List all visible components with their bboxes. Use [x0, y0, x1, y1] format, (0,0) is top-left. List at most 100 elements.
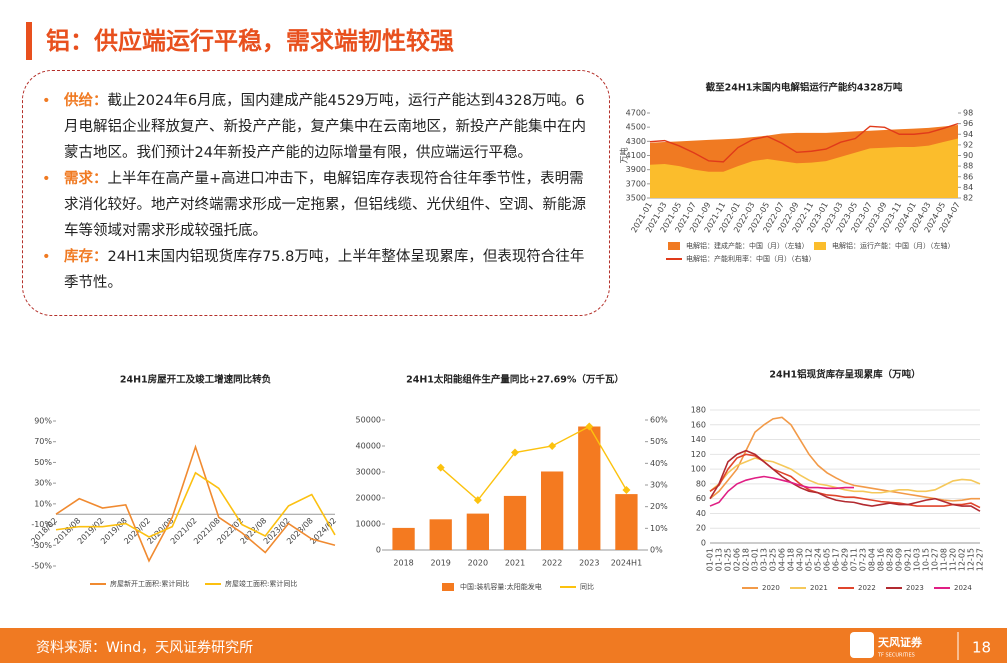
- footer-bar: [0, 628, 1007, 663]
- chart-title: 24H1铝现货库存呈现累库（万吨）: [769, 369, 920, 381]
- x-tick-label: 03-01: [751, 548, 760, 571]
- page-number: 18: [972, 639, 991, 657]
- y2-tick-label: 82: [963, 194, 973, 203]
- y2-tick-label: 98: [963, 109, 973, 118]
- x-tick-label: 04-18: [787, 548, 796, 571]
- y-tick-label: 100: [691, 465, 706, 474]
- title-bar: [26, 22, 32, 60]
- x-tick-label: 12-15: [967, 548, 976, 571]
- legend-label: 2021: [810, 584, 828, 592]
- y-tick-label: -10%: [31, 520, 52, 529]
- y-tick-label: -50%: [31, 562, 52, 571]
- y-tick-label: 60: [696, 494, 706, 503]
- x-tick-label: 09-21: [904, 548, 913, 571]
- bar: [541, 471, 564, 550]
- y2-tick-label: 40%: [650, 459, 668, 468]
- y-tick-label: 40000: [356, 442, 381, 451]
- bullet-label: 库存：: [64, 249, 108, 265]
- y-tick-label: 0: [376, 546, 381, 555]
- bullet-text: 截止2024年6月底，国内建成产能4529万吨，运行产能达到4328万吨。6 月…: [64, 93, 586, 161]
- line: [55, 471, 336, 538]
- y-tick-label: 10%: [34, 499, 52, 508]
- y-tick-label: 140: [691, 435, 706, 444]
- y2-tick-label: 92: [963, 140, 973, 149]
- point: [473, 496, 482, 505]
- point: [585, 422, 594, 431]
- legend-label: 同比: [580, 582, 594, 591]
- line: [709, 457, 981, 494]
- bullet-text: 24H1末国内铝现货库存75.8万吨，上半年整体呈现累库，但表现符合往年季节性。: [64, 249, 585, 291]
- legend-swatch: [442, 583, 454, 591]
- bullet-body: 需求：上半年在高产量+高进口冲击下，电解铝库存表现符合往年季节性，表明需求消化较…: [64, 166, 590, 244]
- x-tick-label: 2020: [468, 559, 488, 568]
- bullet-dot: •: [42, 249, 51, 265]
- slide-title: 铝：供应端运行平稳，需求端韧性较强: [46, 27, 454, 55]
- bar: [578, 426, 601, 550]
- chart-title: 截至24H1末国内电解铝运行产能约4328万吨: [706, 82, 903, 94]
- text-box: [22, 70, 610, 316]
- bullets: • 供给：截止2024年6月底，国内建成产能4529万吨，运行产能达到4328万吨…: [42, 88, 590, 296]
- x-tick-label: 2019: [431, 559, 451, 568]
- x-tick-label: 04-06: [778, 548, 787, 571]
- x-tick-label: 2021: [505, 559, 525, 568]
- y2-tick-label: 0%: [650, 546, 663, 555]
- y-tick-label: 80: [696, 479, 706, 488]
- x-tick-label: 03-13: [760, 548, 769, 571]
- y-tick-label: 20000: [356, 494, 381, 503]
- x-tick-label: 2022: [542, 559, 562, 568]
- chart-title: 24H1房屋开工及竣工增速同比转负: [120, 374, 272, 386]
- legend-label: 电解铝：运行产能：中国（月）（左轴）: [832, 241, 955, 250]
- x-tick-label: 04-30: [796, 548, 805, 571]
- x-tick-label: 11-08: [940, 548, 949, 571]
- y2-tick-label: 88: [963, 162, 973, 171]
- legend-label: 电解铝：产能利用率：中国（月）（右轴）: [686, 254, 816, 263]
- legend-label: 2022: [858, 584, 876, 592]
- y2-tick-label: 10%: [650, 524, 668, 533]
- y2-tick-label: 60%: [650, 416, 668, 425]
- source: 资料来源：Wind，天风证券研究所: [36, 640, 253, 656]
- y-tick-label: 120: [691, 450, 706, 459]
- logo-icon: [850, 632, 874, 658]
- y-tick-label: 4500: [626, 123, 646, 132]
- y-tick-label: 180: [691, 406, 706, 415]
- point: [548, 442, 557, 450]
- y-tick-label: 30%: [34, 479, 52, 488]
- logo: 天风证券: [878, 635, 923, 649]
- y2-tick-label: 30%: [650, 481, 668, 490]
- x-tick-label: 07-23: [859, 548, 868, 571]
- x-tick-label: 08-16: [877, 548, 886, 571]
- x-tick-label: 10-27: [931, 548, 940, 571]
- y-axis-label: 万吨: [619, 148, 629, 164]
- y-tick-label: 50000: [356, 416, 381, 425]
- y-tick-label: 20: [696, 524, 706, 533]
- bullet: • 供给：截止2024年6月底，国内建成产能4529万吨，运行产能达到4328万吨…: [42, 88, 590, 166]
- bar: [429, 519, 452, 550]
- bullet-text: 上半年在高产量+高进口冲击下，电解铝库存表现符合往年季节性，表明需求消化较好。地…: [64, 171, 586, 239]
- x-tick-label: 2024H1: [611, 559, 642, 568]
- x-tick-label: 05-24: [814, 548, 823, 571]
- y-tick-label: 4300: [626, 137, 646, 146]
- bullet-dot: •: [42, 171, 51, 187]
- area: [650, 138, 958, 198]
- x-tick-label: 01-25: [724, 548, 733, 571]
- y-tick-label: 3500: [626, 194, 646, 203]
- y2-tick-label: 86: [963, 172, 973, 181]
- x-tick-label: 11-20: [949, 548, 958, 571]
- y-tick-label: 90%: [34, 417, 52, 426]
- y-tick-label: 40: [696, 509, 706, 518]
- bullet-label: 需求：: [64, 171, 108, 187]
- bullet: • 需求：上半年在高产量+高进口冲击下，电解铝库存表现符合往年季节性，表明需求消化…: [42, 166, 590, 244]
- bullet-label: 供给：: [64, 93, 108, 109]
- point: [622, 486, 631, 495]
- legend-swatch: [668, 242, 680, 250]
- y2-tick-label: 90: [963, 151, 973, 160]
- y-tick-label: 4700: [626, 109, 646, 118]
- bullet-body: 供给：截止2024年6月底，国内建成产能4529万吨，运行产能达到4328万吨。…: [64, 88, 590, 166]
- bar: [466, 513, 489, 550]
- y2-tick-label: 96: [963, 119, 973, 128]
- legend-label: 电解铝：建成产能：中国（月）（左轴）: [686, 241, 809, 250]
- legend-label: 房屋新开工面积:累计同比: [110, 579, 189, 588]
- y2-tick-label: 50%: [650, 437, 668, 446]
